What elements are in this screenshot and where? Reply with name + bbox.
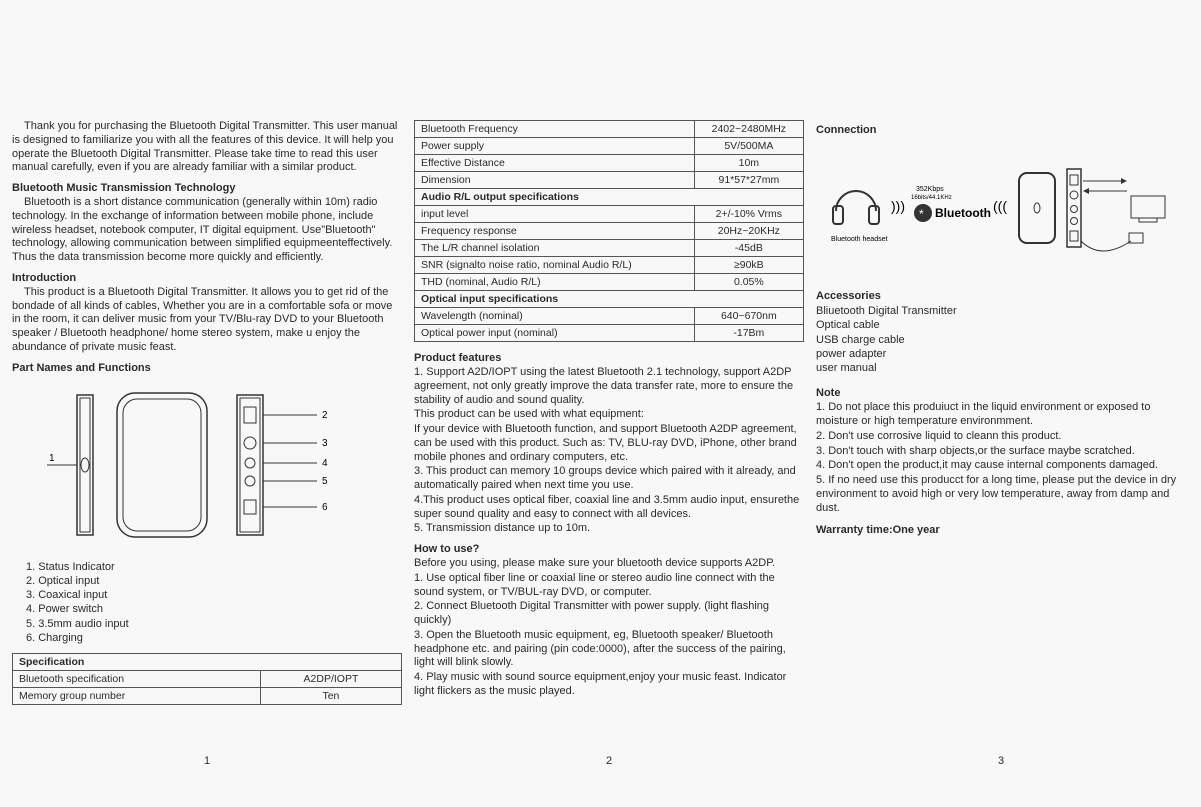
- howto-line: 2. Connect Bluetooth Digital Transmitter…: [414, 600, 804, 628]
- note-line: 3. Don't touch with sharp objects,or the…: [816, 445, 1186, 459]
- feature-line: If your device with Bluetooth function, …: [414, 423, 804, 464]
- howto-heading: How to use?: [414, 543, 804, 555]
- intro-text: Thank you for purchasing the Bluetooth D…: [12, 120, 402, 175]
- parts-diagram: 1 2 3 4 5 6: [12, 380, 402, 550]
- table-row: The L/R channel isolation-45dB: [415, 240, 804, 257]
- svg-text:1: 1: [49, 453, 55, 464]
- table-row: Memory group numberTen: [13, 688, 402, 705]
- list-item: Optical cable: [816, 318, 1186, 332]
- howto-line: 4. Play music with sound source equipmen…: [414, 671, 804, 699]
- note-line: 1. Do not place this produiuct in the li…: [816, 401, 1186, 429]
- optical-heading: Optical input specifications: [415, 291, 804, 308]
- list-item: USB charge cable: [816, 333, 1186, 347]
- table-row: Power supply5V/500MA: [415, 138, 804, 155]
- table-row: THD (nominal, Audio R/L)0.05%: [415, 274, 804, 291]
- list-item: 4. Power switch: [26, 602, 402, 616]
- feature-line: 5. Transmission distance up to 10m.: [414, 522, 804, 536]
- page-number: 3: [816, 749, 1186, 767]
- introduction-body: This product is a Bluetooth Digital Tran…: [12, 286, 402, 355]
- svg-text:2: 2: [322, 410, 328, 421]
- table-row: Bluetooth specificationA2DP/IOPT: [13, 671, 402, 688]
- warranty-heading: Warranty time:One year: [816, 524, 1186, 536]
- table-row: Effective Distance10m: [415, 155, 804, 172]
- features-heading: Product features: [414, 352, 804, 364]
- feature-line: 1. Support A2D/IOPT using the latest Blu…: [414, 366, 804, 407]
- page-number: 1: [12, 749, 402, 767]
- list-item: 5. 3.5mm audio input: [26, 617, 402, 631]
- svg-text:*: *: [919, 207, 924, 221]
- page-2: Bluetooth Frequency2402~2480MHz Power su…: [414, 120, 804, 767]
- page-number: 2: [414, 749, 804, 767]
- svg-text:6: 6: [322, 502, 328, 513]
- svg-text:))): ))): [891, 198, 905, 214]
- tech-body: Bluetooth is a short distance communicat…: [12, 196, 402, 265]
- svg-text:3: 3: [322, 438, 328, 449]
- table-row: Dimension91*57*27mm: [415, 172, 804, 189]
- headset-label: Bluetooth headset: [831, 236, 887, 243]
- introduction-heading: Introduction: [12, 272, 402, 284]
- svg-text:16bits/44.1KHz: 16bits/44.1KHz: [911, 195, 952, 201]
- list-item: Bliuetooth Digital Transmitter: [816, 304, 1186, 318]
- spec-table-col2: Bluetooth Frequency2402~2480MHz Power su…: [414, 120, 804, 342]
- list-item: 6. Charging: [26, 631, 402, 645]
- rate-label: 352Kbps: [916, 186, 944, 193]
- connection-diagram: Bluetooth headset ))) 352Kbps 16bits/44.…: [816, 146, 1186, 266]
- howto-line: 3. Open the Bluetooth music equipment, e…: [414, 629, 804, 670]
- table-row: SNR (signalto noise ratio, nominal Audio…: [415, 257, 804, 274]
- parts-heading: Part Names and Functions: [12, 362, 402, 374]
- page-3: Connection Bluetooth headset ))) 352Kbps…: [816, 120, 1186, 767]
- note-line: 2. Don't use corrosive liquid to cleann …: [816, 430, 1186, 444]
- list-item: 3. Coaxical input: [26, 588, 402, 602]
- spec-heading: Specification: [13, 654, 402, 671]
- svg-text:(((: (((: [993, 198, 1007, 214]
- note-heading: Note: [816, 387, 1186, 399]
- page-1: Thank you for purchasing the Bluetooth D…: [12, 120, 402, 767]
- howto-line: Before you using, please make sure your …: [414, 557, 804, 571]
- feature-line: 4.This product uses optical fiber, coaxi…: [414, 494, 804, 522]
- bt-label: Bluetooth: [935, 206, 991, 220]
- connection-heading: Connection: [816, 124, 1186, 136]
- audio-heading: Audio R/L output specifications: [415, 189, 804, 206]
- tech-heading: Bluetooth Music Transmission Technology: [12, 182, 402, 194]
- howto-line: 1. Use optical fiber line or coaxial lin…: [414, 572, 804, 600]
- list-item: power adapter: [816, 347, 1186, 361]
- table-row: Wavelength (nominal)640~670nm: [415, 308, 804, 325]
- table-row: Bluetooth Frequency2402~2480MHz: [415, 121, 804, 138]
- accessories-heading: Accessories: [816, 290, 1186, 302]
- feature-line: This product can be used with what equip…: [414, 408, 804, 422]
- accessories-list: Bliuetooth Digital Transmitter Optical c…: [816, 304, 1186, 375]
- list-item: 2. Optical input: [26, 574, 402, 588]
- list-item: user manual: [816, 361, 1186, 375]
- parts-list: 1. Status Indicator 2. Optical input 3. …: [26, 560, 402, 646]
- note-line: 5. If no need use this producct for a lo…: [816, 474, 1186, 515]
- table-row: input level2+/-10% Vrms: [415, 206, 804, 223]
- feature-line: 3. This product can memory 10 groups dev…: [414, 465, 804, 493]
- svg-text:5: 5: [322, 476, 328, 487]
- spec-table-col1: Specification Bluetooth specificationA2D…: [12, 653, 402, 705]
- table-row: Optical power input (nominal)-17Bm: [415, 325, 804, 342]
- note-line: 4. Don't open the product,it may cause i…: [816, 459, 1186, 473]
- svg-text:4: 4: [322, 458, 328, 469]
- list-item: 1. Status Indicator: [26, 560, 402, 574]
- table-row: Frequency response20Hz~20KHz: [415, 223, 804, 240]
